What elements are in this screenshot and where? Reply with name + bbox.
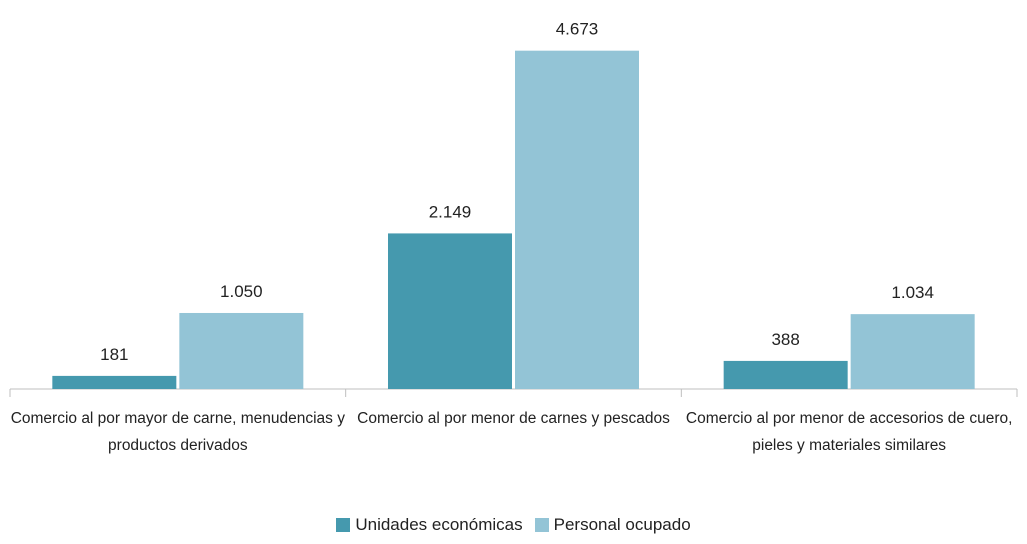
legend-item: Personal ocupado [534, 515, 691, 535]
data-label: 4.673 [556, 20, 599, 39]
legend-swatch [534, 518, 549, 532]
bar [515, 50, 639, 389]
data-label: 1.034 [891, 283, 934, 302]
data-label: 2.149 [429, 202, 472, 221]
legend-label: Personal ocupado [553, 515, 691, 534]
data-label: 1.050 [220, 282, 263, 301]
bar [723, 360, 848, 389]
legend-swatch [336, 518, 351, 532]
data-label: 388 [771, 330, 799, 349]
legend-item: Unidades económicas [336, 515, 523, 535]
bar [850, 314, 975, 389]
data-label: 181 [100, 345, 128, 364]
x-tick-label: Comercio al por menor de accesorios de c… [685, 410, 1013, 454]
legend-label: Unidades económicas [355, 515, 523, 534]
x-tick-label: Comercio al por mayor de carne, menudenc… [10, 410, 345, 454]
bar [52, 375, 177, 389]
bar [179, 312, 304, 389]
x-tick-label: Comercio al por menor de carnes y pescad… [357, 410, 670, 427]
legend: Unidades económicas Personal ocupado [0, 515, 1027, 537]
bar [388, 233, 512, 389]
